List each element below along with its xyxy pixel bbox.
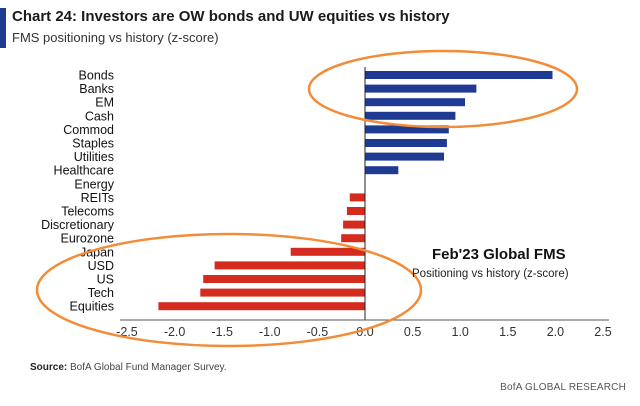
bar-telecoms — [346, 207, 365, 215]
bar-usd — [214, 261, 365, 270]
category-label: US — [97, 273, 114, 287]
x-tick-labels: -2.5 -2.0 -1.5 -1.0 -0.5 0.0 0.5 1.0 1.5 2.0 2.5 — [116, 325, 612, 339]
highlight-ellipses — [35, 49, 579, 348]
category-label: Telecoms — [61, 205, 114, 219]
bar-staples — [365, 139, 447, 147]
category-label: Utilities — [74, 150, 114, 164]
category-label: Healthcare — [54, 164, 114, 178]
bar-em — [365, 98, 465, 107]
title-accent-bar — [0, 8, 6, 48]
bars-group — [158, 71, 553, 311]
bar-equities — [158, 302, 365, 311]
x-tick-label: -0.5 — [307, 325, 329, 339]
bar-discretionary — [343, 220, 365, 229]
annotation-subtitle: Positioning vs history (z-score) — [412, 268, 569, 280]
x-tick-label: -1.0 — [259, 325, 281, 339]
x-tick-label: 0.5 — [404, 325, 421, 339]
x-tick-label: 2.5 — [594, 325, 611, 339]
x-tick-label: 2.0 — [547, 325, 564, 339]
bar-healthcare — [365, 166, 399, 175]
brand-footer: BofA GLOBAL RESEARCH — [500, 382, 626, 393]
bar-commod — [365, 125, 449, 134]
x-tick-label: -1.5 — [211, 325, 233, 339]
source-text: BofA Global Fund Manager Survey. — [70, 362, 227, 373]
category-label: Tech — [88, 286, 114, 300]
bar-reits — [349, 193, 365, 202]
bar-bonds — [365, 71, 553, 79]
chart-subtitle: FMS positioning vs history (z-score) — [12, 30, 219, 45]
bar-cash — [365, 111, 456, 120]
category-label: EM — [95, 96, 114, 110]
category-label: Discretionary — [41, 218, 115, 232]
highlight-ellipse-top — [307, 49, 579, 129]
highlight-ellipse-bottom — [35, 232, 423, 348]
bar-utilities — [365, 152, 444, 161]
bar-japan — [290, 247, 365, 256]
category-label: REITs — [81, 191, 114, 205]
source-note: Source: BofA Global Fund Manager Survey. — [30, 362, 227, 373]
category-label: Bonds — [79, 69, 114, 83]
annotation-title: Feb'23 Global FMS — [432, 246, 566, 263]
x-tick-label: 1.0 — [452, 325, 469, 339]
bar-us — [203, 275, 365, 283]
category-label: Equities — [70, 300, 114, 314]
category-label: Commod — [63, 123, 114, 137]
category-label: Eurozone — [60, 232, 114, 246]
category-label: Banks — [79, 82, 114, 96]
category-label: Energy — [74, 177, 114, 191]
bar-banks — [365, 84, 477, 93]
x-tick-label: -2.0 — [164, 325, 186, 339]
source-label: Source: — [30, 362, 68, 373]
bar-eurozone — [341, 234, 365, 243]
bar-tech — [200, 288, 365, 297]
category-label: Cash — [85, 109, 114, 123]
category-label: Staples — [72, 137, 114, 151]
x-tick-label: 1.5 — [499, 325, 516, 339]
category-label: USD — [88, 259, 114, 273]
category-label: Japan — [80, 245, 114, 259]
chart-title: Chart 24: Investors are OW bonds and UW … — [12, 8, 450, 25]
category-labels: BondsBanksEMCashCommodStaplesUtilitiesHe… — [41, 69, 115, 314]
